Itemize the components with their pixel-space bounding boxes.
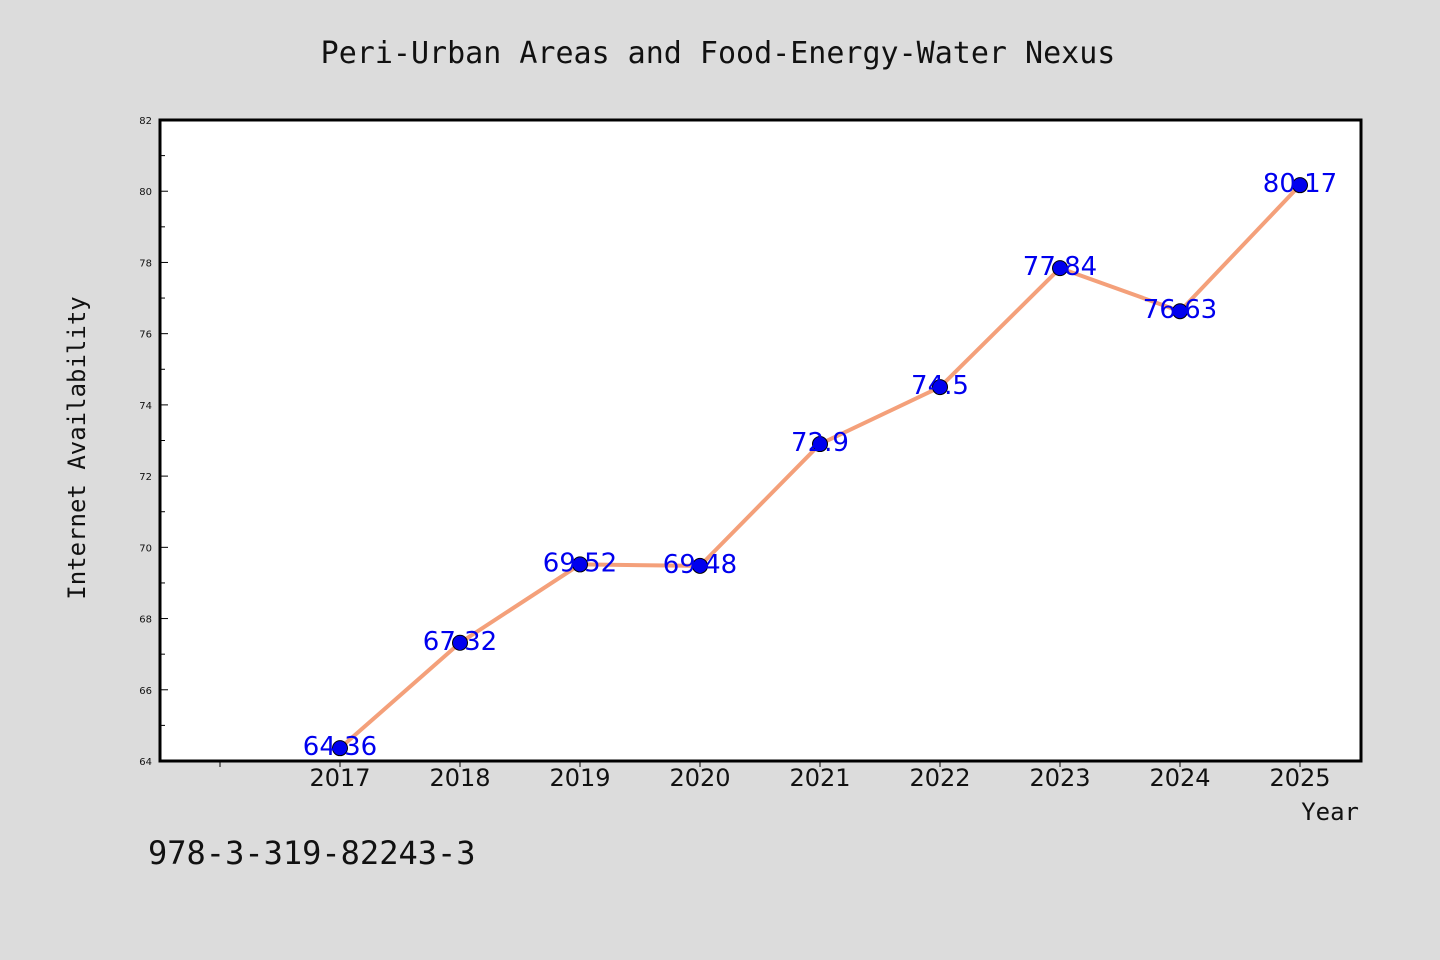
data-label: 69.52 — [543, 548, 617, 578]
y-axis: 64 66 68 70 72 74 76 78 80 82 — [139, 116, 168, 768]
y-axis-label: Internet Availability — [63, 296, 91, 599]
y-tick-label: 74 — [139, 401, 152, 412]
data-label-layer: 64.36 67.32 69.52 69.48 72.9 74.5 77.84 76.63 80… — [303, 169, 1337, 762]
x-tick-label: 2022 — [909, 764, 970, 792]
x-tick-label: 2024 — [1149, 764, 1210, 792]
data-label: 72.9 — [791, 428, 849, 458]
x-tick-label: 2017 — [309, 764, 370, 792]
x-tick-label: 2023 — [1029, 764, 1090, 792]
data-label: 67.32 — [423, 627, 497, 657]
y-tick-label: 70 — [139, 543, 152, 554]
data-label: 76.63 — [1143, 295, 1217, 325]
y-tick-label: 80 — [139, 187, 152, 198]
x-tick-label: 2025 — [1269, 764, 1330, 792]
y-tick-label: 82 — [139, 116, 152, 127]
x-axis-label: Year — [1301, 798, 1359, 826]
data-point-marker — [452, 634, 468, 651]
data-point-marker — [1172, 303, 1188, 320]
data-point-marker — [332, 740, 348, 757]
footer-code: 978-3-319-82243-3 — [148, 834, 476, 872]
data-point-marker — [812, 436, 828, 453]
data-point-marker — [572, 556, 588, 573]
y-tick-label: 78 — [139, 258, 152, 269]
data-label: 74.5 — [911, 371, 969, 401]
x-tick-label: 2019 — [549, 764, 610, 792]
x-tick-label: 2018 — [429, 764, 490, 792]
data-label: 64.36 — [303, 732, 377, 762]
y-tick-label: 72 — [139, 472, 152, 483]
chart-title: Peri-Urban Areas and Food-Energy-Water N… — [321, 36, 1116, 71]
x-tick-label: 2021 — [789, 764, 850, 792]
y-tick-label: 68 — [139, 615, 152, 626]
plot-area — [158, 118, 1363, 763]
data-point-marker — [1292, 177, 1308, 194]
data-label: 69.48 — [663, 550, 737, 580]
y-tick-label: 64 — [139, 757, 152, 768]
data-label: 80.17 — [1263, 169, 1337, 199]
x-tick-label: 2020 — [669, 764, 730, 792]
data-label: 77.84 — [1023, 252, 1097, 282]
y-tick-label: 76 — [139, 330, 152, 341]
x-axis: 2017 2018 2019 2020 2021 2022 2023 2024 2025 — [219, 761, 1331, 792]
data-point-marker — [932, 379, 948, 396]
data-point-marker — [1052, 260, 1068, 277]
data-point-marker — [692, 557, 708, 574]
y-tick-label: 66 — [139, 686, 152, 697]
series-layer — [332, 177, 1308, 757]
